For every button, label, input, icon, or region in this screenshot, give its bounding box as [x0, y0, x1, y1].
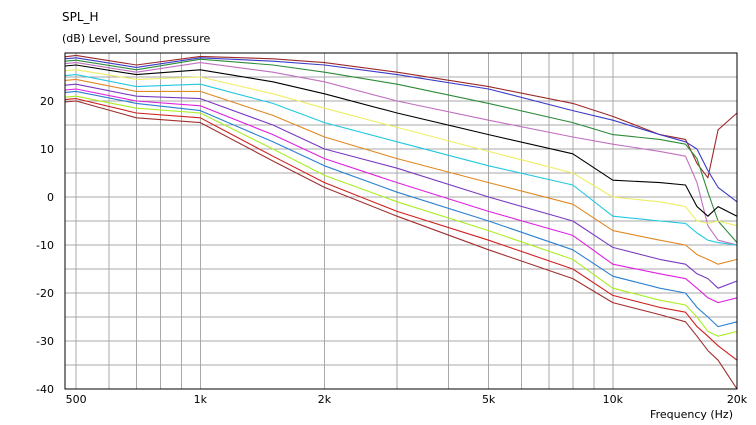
series-line [64, 95, 738, 337]
x-tick-label: 20k [727, 393, 748, 406]
series-line [64, 74, 738, 246]
y-tick-label: -20 [36, 287, 54, 300]
grid-lines [65, 52, 738, 390]
x-tick-label: 2k [318, 393, 332, 406]
x-tick-label: 500 [66, 393, 87, 406]
y-axis-label: (dB) Level, Sound pressure [62, 32, 211, 45]
series-line [64, 69, 738, 227]
series-line [64, 88, 738, 304]
series-line [64, 54, 738, 179]
y-tick-label: -40 [36, 383, 54, 396]
series-line [64, 58, 738, 243]
x-axis-label: Frequency (Hz) [650, 408, 733, 421]
chart-title: SPL_H [62, 10, 99, 24]
y-tick-label: 10 [40, 143, 54, 156]
series-line [64, 83, 738, 289]
series-line [64, 57, 738, 203]
x-tick-label: 10k [603, 393, 624, 406]
series-lines [64, 54, 738, 390]
y-tick-label: -10 [36, 239, 54, 252]
series-line [64, 90, 738, 328]
series-line [64, 78, 738, 265]
plot-frame [64, 52, 738, 390]
x-tick-label: 1k [194, 393, 208, 406]
series-line [64, 98, 738, 361]
series-line [64, 100, 738, 390]
tick-labels: 20 10 0 -10 -20 -30 -40 500 1k 2k 5k 10k 20k [36, 95, 748, 406]
y-tick-label: 0 [47, 191, 54, 204]
y-tick-label: -30 [36, 335, 54, 348]
y-tick-label: 20 [40, 95, 54, 108]
series-line [64, 64, 738, 217]
x-tick-label: 5k [482, 393, 496, 406]
series-line [64, 62, 738, 246]
